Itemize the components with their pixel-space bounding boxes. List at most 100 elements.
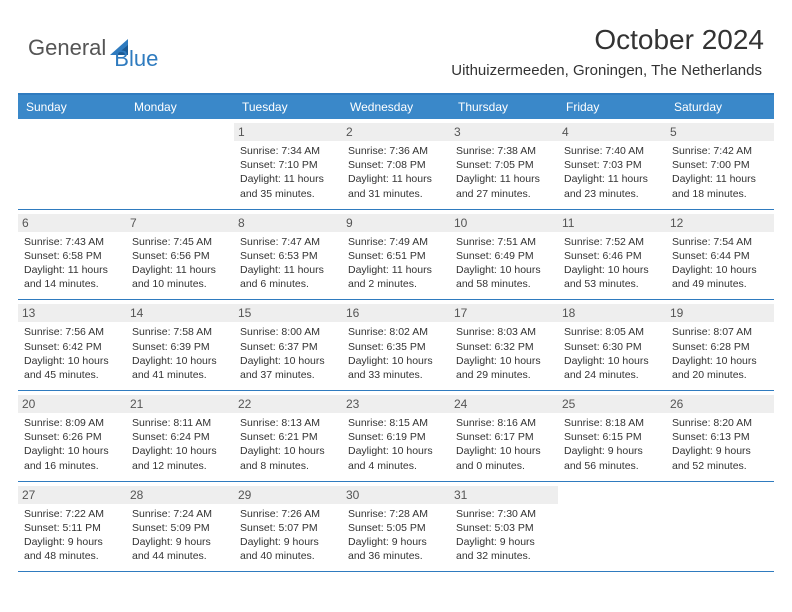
calendar-cell: 9Sunrise: 7:49 AMSunset: 6:51 PMDaylight… [342,210,450,300]
sunrise-line: Sunrise: 7:47 AM [240,235,336,249]
sunrise-line: Sunrise: 8:05 AM [564,325,660,339]
sunset-line: Sunset: 5:11 PM [24,521,120,535]
week-row: 1Sunrise: 7:34 AMSunset: 7:10 PMDaylight… [18,119,774,210]
day-number: 15 [234,304,342,322]
week-row: 13Sunrise: 7:56 AMSunset: 6:42 PMDayligh… [18,300,774,391]
sunrise-line: Sunrise: 7:22 AM [24,507,120,521]
day-number: 7 [126,214,234,232]
day-number: 20 [18,395,126,413]
calendar-cell: 29Sunrise: 7:26 AMSunset: 5:07 PMDayligh… [234,482,342,572]
day-header: Monday [126,95,234,119]
sunrise-line: Sunrise: 8:18 AM [564,416,660,430]
daylight-line: Daylight: 11 hours and 14 minutes. [24,263,120,291]
calendar-cell: 10Sunrise: 7:51 AMSunset: 6:49 PMDayligh… [450,210,558,300]
day-number: 18 [558,304,666,322]
calendar-cell: 16Sunrise: 8:02 AMSunset: 6:35 PMDayligh… [342,300,450,390]
day-number: 13 [18,304,126,322]
day-number: 24 [450,395,558,413]
calendar-cell: 28Sunrise: 7:24 AMSunset: 5:09 PMDayligh… [126,482,234,572]
sunrise-line: Sunrise: 7:42 AM [672,144,768,158]
sunrise-line: Sunrise: 8:15 AM [348,416,444,430]
day-number: 6 [18,214,126,232]
daylight-line: Daylight: 9 hours and 44 minutes. [132,535,228,563]
calendar-cell: 24Sunrise: 8:16 AMSunset: 6:17 PMDayligh… [450,391,558,481]
calendar-cell: 25Sunrise: 8:18 AMSunset: 6:15 PMDayligh… [558,391,666,481]
sunset-line: Sunset: 6:24 PM [132,430,228,444]
sunset-line: Sunset: 7:05 PM [456,158,552,172]
sunset-line: Sunset: 6:44 PM [672,249,768,263]
calendar-cell: 1Sunrise: 7:34 AMSunset: 7:10 PMDaylight… [234,119,342,209]
sunrise-line: Sunrise: 7:24 AM [132,507,228,521]
daylight-line: Daylight: 10 hours and 53 minutes. [564,263,660,291]
calendar-cell: 19Sunrise: 8:07 AMSunset: 6:28 PMDayligh… [666,300,774,390]
day-number: 1 [234,123,342,141]
daylight-line: Daylight: 9 hours and 32 minutes. [456,535,552,563]
calendar-cell-empty [126,119,234,209]
sunrise-line: Sunrise: 8:20 AM [672,416,768,430]
location-text: Uithuizermeeden, Groningen, The Netherla… [451,62,762,79]
day-number: 31 [450,486,558,504]
calendar-cell: 30Sunrise: 7:28 AMSunset: 5:05 PMDayligh… [342,482,450,572]
sunrise-line: Sunrise: 7:36 AM [348,144,444,158]
daylight-line: Daylight: 9 hours and 56 minutes. [564,444,660,472]
daylight-line: Daylight: 10 hours and 24 minutes. [564,354,660,382]
sunset-line: Sunset: 6:39 PM [132,340,228,354]
calendar-cell: 17Sunrise: 8:03 AMSunset: 6:32 PMDayligh… [450,300,558,390]
day-header: Saturday [666,95,774,119]
day-number: 27 [18,486,126,504]
calendar-cell-empty [18,119,126,209]
calendar-cell: 2Sunrise: 7:36 AMSunset: 7:08 PMDaylight… [342,119,450,209]
daylight-line: Daylight: 9 hours and 40 minutes. [240,535,336,563]
day-header: Tuesday [234,95,342,119]
daylight-line: Daylight: 9 hours and 52 minutes. [672,444,768,472]
calendar-cell: 15Sunrise: 8:00 AMSunset: 6:37 PMDayligh… [234,300,342,390]
weeks-container: 1Sunrise: 7:34 AMSunset: 7:10 PMDaylight… [18,119,774,572]
sunset-line: Sunset: 6:37 PM [240,340,336,354]
daylight-line: Daylight: 11 hours and 10 minutes. [132,263,228,291]
calendar-cell: 6Sunrise: 7:43 AMSunset: 6:58 PMDaylight… [18,210,126,300]
sunset-line: Sunset: 6:35 PM [348,340,444,354]
daylight-line: Daylight: 10 hours and 29 minutes. [456,354,552,382]
daylight-line: Daylight: 11 hours and 23 minutes. [564,172,660,200]
sunrise-line: Sunrise: 7:52 AM [564,235,660,249]
sunset-line: Sunset: 6:21 PM [240,430,336,444]
daylight-line: Daylight: 10 hours and 20 minutes. [672,354,768,382]
day-number: 9 [342,214,450,232]
sunset-line: Sunset: 6:42 PM [24,340,120,354]
daylight-line: Daylight: 11 hours and 6 minutes. [240,263,336,291]
brand-text-general: General [28,35,106,61]
sunset-line: Sunset: 5:03 PM [456,521,552,535]
sunset-line: Sunset: 6:32 PM [456,340,552,354]
brand-logo: General Blue [28,24,158,72]
day-number: 4 [558,123,666,141]
day-number: 8 [234,214,342,232]
day-number: 23 [342,395,450,413]
sunrise-line: Sunrise: 7:43 AM [24,235,120,249]
sunrise-line: Sunrise: 7:51 AM [456,235,552,249]
calendar-cell: 14Sunrise: 7:58 AMSunset: 6:39 PMDayligh… [126,300,234,390]
calendar-cell: 4Sunrise: 7:40 AMSunset: 7:03 PMDaylight… [558,119,666,209]
sunset-line: Sunset: 6:13 PM [672,430,768,444]
sunrise-line: Sunrise: 7:26 AM [240,507,336,521]
day-number: 5 [666,123,774,141]
daylight-line: Daylight: 10 hours and 16 minutes. [24,444,120,472]
calendar-cell: 27Sunrise: 7:22 AMSunset: 5:11 PMDayligh… [18,482,126,572]
brand-text-blue: Blue [114,46,158,72]
title-block: October 2024 Uithuizermeeden, Groningen,… [451,24,764,79]
calendar-cell: 31Sunrise: 7:30 AMSunset: 5:03 PMDayligh… [450,482,558,572]
daylight-line: Daylight: 10 hours and 45 minutes. [24,354,120,382]
week-row: 20Sunrise: 8:09 AMSunset: 6:26 PMDayligh… [18,391,774,482]
calendar-cell: 12Sunrise: 7:54 AMSunset: 6:44 PMDayligh… [666,210,774,300]
calendar-cell: 13Sunrise: 7:56 AMSunset: 6:42 PMDayligh… [18,300,126,390]
month-title: October 2024 [451,24,764,56]
calendar-cell: 5Sunrise: 7:42 AMSunset: 7:00 PMDaylight… [666,119,774,209]
day-number: 12 [666,214,774,232]
calendar-cell: 20Sunrise: 8:09 AMSunset: 6:26 PMDayligh… [18,391,126,481]
daylight-line: Daylight: 10 hours and 49 minutes. [672,263,768,291]
sunset-line: Sunset: 7:03 PM [564,158,660,172]
calendar-cell-empty [666,482,774,572]
day-number: 10 [450,214,558,232]
sunrise-line: Sunrise: 8:16 AM [456,416,552,430]
daylight-line: Daylight: 11 hours and 18 minutes. [672,172,768,200]
sunset-line: Sunset: 6:26 PM [24,430,120,444]
